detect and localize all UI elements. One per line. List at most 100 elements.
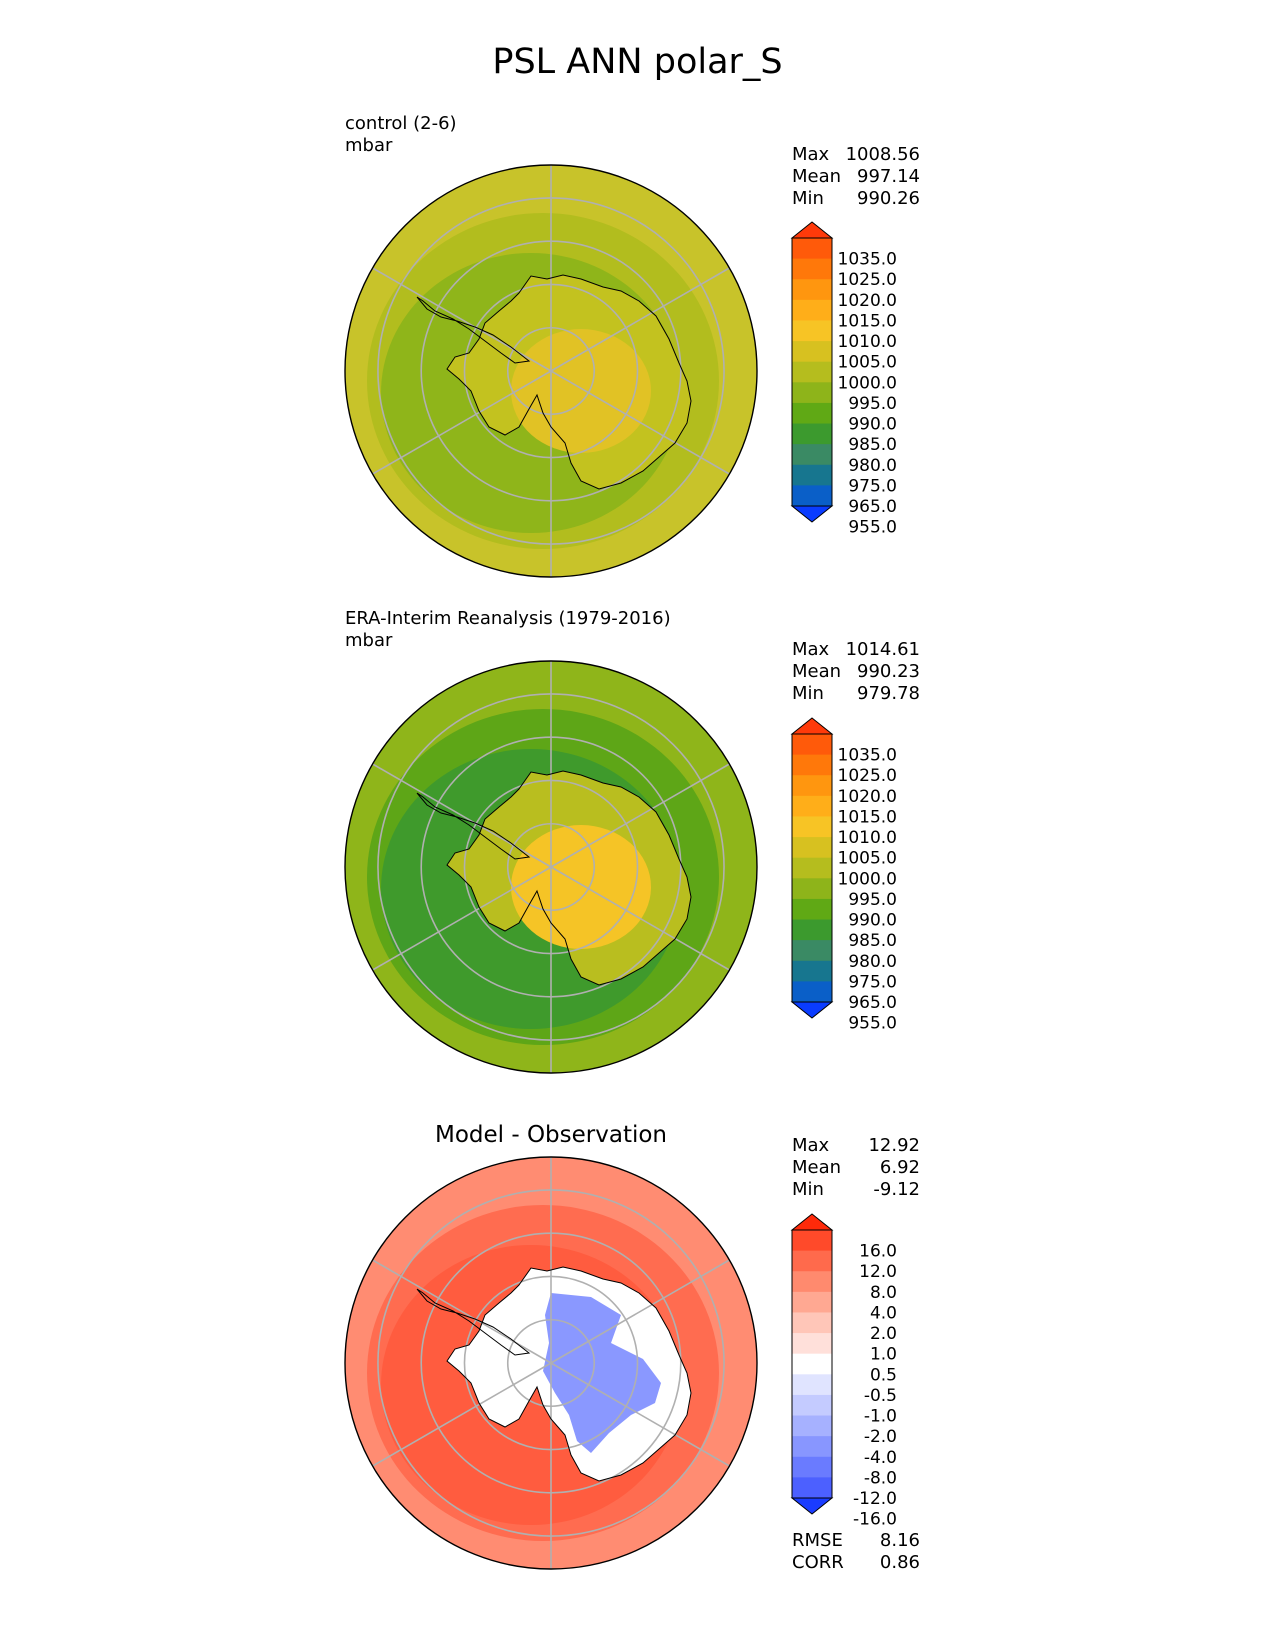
colorbar-extend-bottom [790,505,834,523]
colorbar-tick-label: 1035.0 [838,746,897,766]
colorbar-tick-label: 8.0 [870,1283,897,1303]
stat-mean-key: Mean [792,661,842,682]
colorbar-tick-label: -1.0 [864,1407,897,1427]
colorbar-segment [792,402,832,425]
colorbar-tick-label: 990.0 [848,911,897,931]
stat-mean-key: Mean [792,166,842,187]
panel-3-stats: Max 12.92 Mean 6.92 Min -9.12 [792,1135,920,1201]
meridian-line [550,866,730,971]
colorbar-tick-label: -4.0 [864,1448,897,1468]
colorbar-segment [792,258,832,280]
colorbar-tick-label: 995.0 [848,890,897,910]
antarctica-coastline [446,1266,692,1482]
stat-min-value: 979.78 [857,683,920,704]
colorbar-tick-label: 1010.0 [838,332,897,352]
stat-mean-value: 990.23 [857,661,920,682]
stat-min-key: Min [792,188,824,209]
stat-max-key: Max [792,1135,830,1156]
colorbar-tick-label: 955.0 [848,518,897,538]
panel-1-polar-map [344,164,758,578]
stat-mean-value: 997.14 [857,166,920,187]
colorbar-tick-label: 1.0 [870,1345,897,1365]
colorbar-tick-label: 965.0 [848,993,897,1013]
field-high-pressure-core [511,329,651,453]
graticule [372,661,730,1073]
colorbar-tick-label: 955.0 [848,1014,897,1034]
colorbar-segment [792,816,832,838]
map-boundary [344,660,758,1074]
stat-min-key: Min [792,1179,824,1200]
colorbar-segment [792,981,832,1003]
panel-2-polar-map [344,660,758,1074]
colorbar-tick-label: 975.0 [848,476,897,496]
colorbar-tick-label: 1035.0 [838,250,897,270]
colorbar-tick-label: 980.0 [848,456,897,476]
colorbar-tick-label: -12.0 [853,1489,897,1509]
map-boundary [344,164,758,578]
colorbar-tick-label: 990.0 [848,415,897,435]
panel-3-extra-stats: RMSE 8.16 CORR 0.86 [792,1530,920,1574]
colorbar-frame [791,237,833,507]
colorbar-tick-label: 965.0 [848,497,897,517]
colorbar-tick-label: 2.0 [870,1324,897,1344]
meridian-line [372,1259,552,1364]
colorbar-segment [792,775,832,797]
colorbar-tick-label: 975.0 [848,972,897,992]
panel-3-colorbar: 16.012.08.04.02.01.00.5-0.5-1.0-2.0-4.0-… [790,1213,897,1530]
panel-3-polar-map [344,1156,758,1570]
colorbar-frame [791,1229,833,1499]
meridian-line [372,267,552,372]
meridian-line [550,370,730,475]
colorbar-tick-label: 995.0 [848,394,897,414]
meridian-line [372,763,552,868]
colorbar-tick-label: -2.0 [864,1427,897,1447]
panel-2-header: ERA-Interim Reanalysis (1979-2016) mbar [345,608,671,652]
map-boundary [344,1156,758,1570]
colorbar-segment [792,837,832,859]
peninsula-coastline [416,792,531,860]
colorbar-extend-bottom [790,1497,834,1515]
meridian-line [372,866,552,971]
colorbar-tick-label: 1015.0 [838,311,897,331]
field-negative-core [543,1293,661,1453]
colorbar-tick-label: 980.0 [848,952,897,972]
colorbar-segment [792,238,832,260]
panel-2-label: ERA-Interim Reanalysis (1979-2016) [345,608,671,629]
stat-rmse-value: 8.16 [879,1530,920,1551]
colorbar-segment [792,299,832,321]
colorbar-segment [792,1353,832,1375]
colorbar-extend-bottom [790,1001,834,1019]
figure-title: PSL ANN polar_S [492,42,783,82]
stat-min-value: 990.26 [857,188,920,209]
colorbar-extend-top [790,717,834,735]
colorbar-segment [792,734,832,756]
panel-2-stats: Max 1014.61 Mean 990.23 Min 979.78 [792,639,920,705]
colorbar-segment [792,1394,832,1417]
colorbar-segment [792,919,832,941]
panel-2-colorbar: 1035.01025.01020.01015.01010.01005.01000… [790,717,897,1034]
colorbar-tick-label: 1025.0 [838,270,897,290]
colorbar-tick-label: 12.0 [859,1262,897,1282]
stat-corr-key: CORR [792,1552,844,1573]
colorbar-tick-label: -0.5 [864,1386,897,1406]
panel-1-colorbar: 1035.01025.01020.01015.01010.01005.01000… [790,221,897,538]
stat-corr-value: 0.86 [879,1552,920,1573]
colorbar-frame [791,733,833,1003]
colorbar-tick-label: 1025.0 [838,766,897,786]
colorbar-segment [792,1250,832,1272]
colorbar-tick-label: 1010.0 [838,828,897,848]
panel-1-units: mbar [345,135,393,156]
stat-max-value: 1014.61 [845,639,920,660]
colorbar-segment [792,464,832,486]
colorbar-tick-label: -16.0 [853,1510,897,1530]
colorbar-tick-label: 16.0 [859,1242,897,1262]
colorbar-segment [792,320,832,342]
stat-max-value: 1008.56 [845,144,920,165]
colorbar-segment [792,795,832,817]
meridian-line [550,763,730,868]
colorbar-segment [792,485,832,507]
colorbar-segment [792,361,832,383]
colorbar-segment [792,1291,832,1313]
colorbar-segment [792,898,832,921]
meridian-line [550,1362,730,1467]
